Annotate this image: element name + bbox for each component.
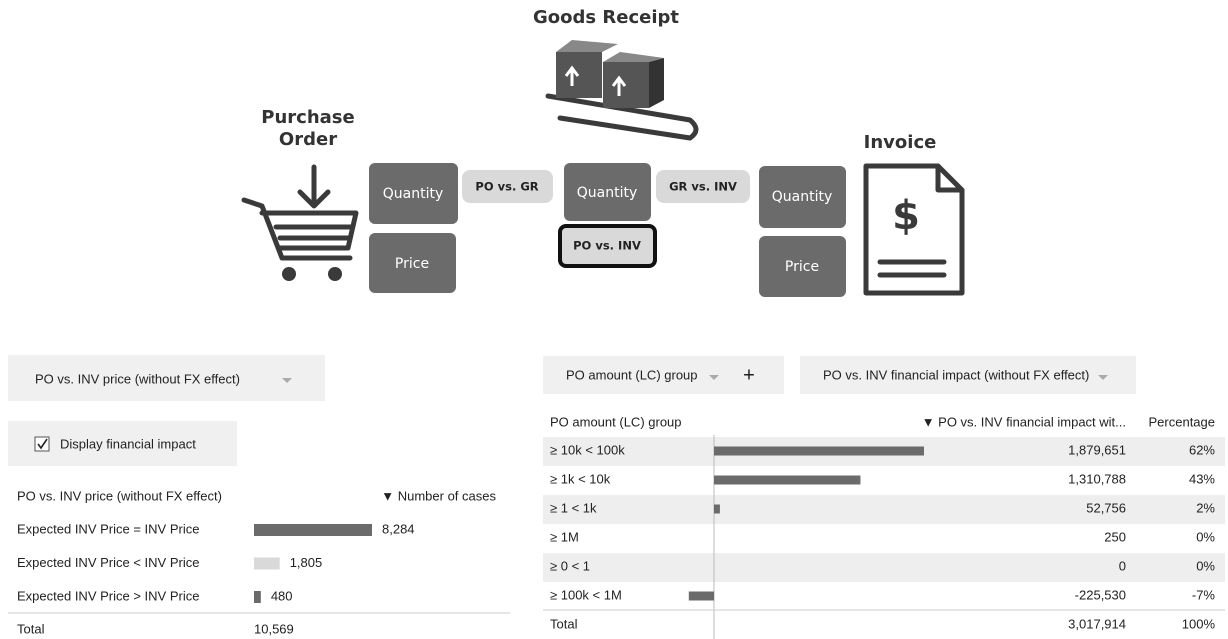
row-background <box>543 495 1225 524</box>
cart-icon <box>241 164 359 281</box>
row-label: ≥ 100k < 1M <box>550 587 622 602</box>
value-label: -225,530 <box>1075 587 1126 602</box>
dropdown-label: PO amount (LC) group <box>566 367 698 382</box>
svg-text:$: $ <box>892 193 920 239</box>
bar <box>254 591 261 603</box>
invoice-title: Invoice <box>864 132 937 153</box>
percentage: 62% <box>1189 442 1215 457</box>
value-label: 1,879,651 <box>1068 442 1126 457</box>
percentage: 0% <box>1196 558 1215 573</box>
box-label: Price <box>395 256 429 272</box>
total-percentage: 100% <box>1182 616 1216 631</box>
row-label: ≥ 10k < 100k <box>550 442 625 457</box>
bar <box>714 446 924 456</box>
gr-quantity-box: Quantity <box>564 163 651 221</box>
add-button[interactable]: + <box>743 364 755 386</box>
po-vs-gr-pill: PO vs. GR <box>462 170 553 203</box>
box-label: Quantity <box>383 186 444 202</box>
dropdown-arrow <box>1098 375 1108 380</box>
table-header: PO amount (LC) group <box>550 414 682 429</box>
box-label: Price <box>785 259 819 275</box>
purchase-order-title: Order <box>279 129 337 150</box>
value-label: 52,756 <box>1086 500 1126 515</box>
dropdown[interactable] <box>543 356 784 394</box>
percentage: 0% <box>1196 529 1215 544</box>
po-vs-inv-pill: PO vs. INV <box>558 224 657 268</box>
po-price-box: Price <box>369 233 456 293</box>
row-label: ≥ 0 < 1 <box>550 558 590 573</box>
po-quantity-box: Quantity <box>369 163 458 224</box>
row-label: Expected INV Price < INV Price <box>17 555 199 570</box>
total-value: 3,017,914 <box>1068 616 1126 631</box>
table-header: PO vs. INV price (without FX effect) <box>17 488 222 503</box>
table-header[interactable]: ▼ Number of cases <box>381 488 496 503</box>
total-label: Total <box>17 621 45 636</box>
table-header: Percentage <box>1149 414 1216 429</box>
pill-label: GR vs. INV <box>669 180 737 194</box>
percentage: 2% <box>1196 500 1215 515</box>
boxes-icon <box>545 40 699 141</box>
invoice-icon: $ <box>863 163 965 296</box>
value-label: 250 <box>1104 529 1126 544</box>
dropdown-arrow <box>709 375 719 380</box>
bar <box>688 591 714 601</box>
purchase-order-title: Purchase <box>261 107 354 128</box>
dropdown[interactable] <box>8 355 325 401</box>
row-label: Expected INV Price = INV Price <box>17 521 199 536</box>
checkbox-label: Display financial impact <box>60 436 196 451</box>
box-label: Quantity <box>577 185 638 201</box>
box-label: Quantity <box>772 189 833 205</box>
row-label: ≥ 1M <box>550 529 579 544</box>
row-label: ≥ 1 < 1k <box>550 500 597 515</box>
value-label: 480 <box>271 588 293 603</box>
pill-label: PO vs. INV <box>573 239 641 253</box>
inv-price-box: Price <box>759 236 846 297</box>
bar <box>254 557 280 570</box>
row-label: Expected INV Price > INV Price <box>17 588 199 603</box>
gr-vs-inv-pill: GR vs. INV <box>656 170 750 203</box>
goods-receipt-title: Goods Receipt <box>533 7 679 28</box>
value-label: 1,805 <box>290 555 323 570</box>
value-label: 1,310,788 <box>1068 471 1126 486</box>
bar <box>254 524 372 536</box>
percentage: -7% <box>1192 587 1216 602</box>
check-mark <box>37 438 48 450</box>
row-background <box>543 553 1225 582</box>
percentage: 43% <box>1189 471 1215 486</box>
value-label: 0 <box>1119 558 1126 573</box>
bar <box>714 504 720 514</box>
bar <box>714 475 861 485</box>
row-label: ≥ 1k < 10k <box>550 471 611 486</box>
inv-quantity-box: Quantity <box>759 166 846 228</box>
dropdown-arrow <box>282 378 292 383</box>
value-label: 8,284 <box>382 521 415 536</box>
dropdown-label: PO vs. INV financial impact (without FX … <box>823 367 1089 382</box>
dropdown[interactable] <box>800 356 1136 394</box>
dropdown-label: PO vs. INV price (without FX effect) <box>35 371 240 386</box>
table-header[interactable]: ▼ PO vs. INV financial impact wit... <box>922 414 1126 429</box>
total-value: 10,569 <box>254 621 294 636</box>
pill-label: PO vs. GR <box>475 180 538 194</box>
total-label: Total <box>550 616 578 631</box>
